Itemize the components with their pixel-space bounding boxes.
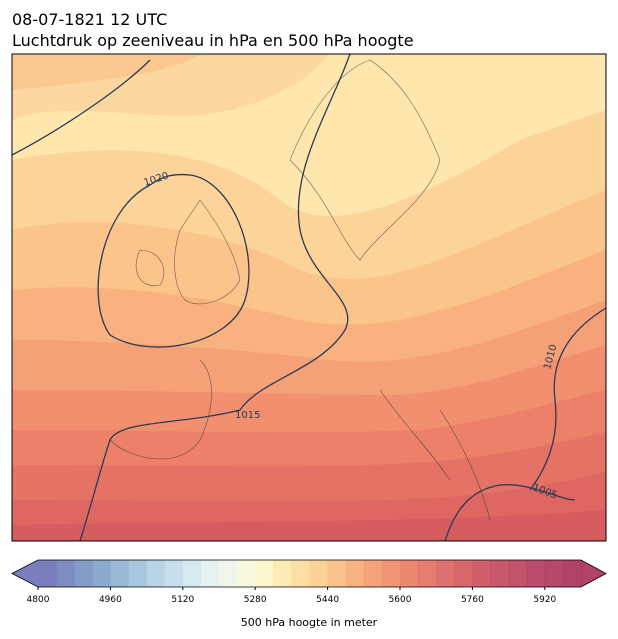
coastline xyxy=(109,359,212,460)
colorbar-segment xyxy=(74,560,93,587)
colorbar-segment xyxy=(309,560,329,587)
colorbar-segment xyxy=(381,560,401,587)
colorbar-segment xyxy=(182,560,202,587)
colorbar-tick-label: 5600 xyxy=(389,595,412,605)
band xyxy=(12,510,606,541)
colorbar-label: 500 hPa hoogte in meter xyxy=(241,616,378,629)
colorbar-segment xyxy=(562,560,582,587)
colorbar-tick-label: 4800 xyxy=(27,595,50,605)
colorbar-segment xyxy=(38,560,57,587)
isobar xyxy=(97,173,250,348)
colorbar-segment xyxy=(508,560,528,587)
coastlines xyxy=(109,59,491,521)
colorbar-tick-label: 5440 xyxy=(316,595,339,605)
colorbar-segment xyxy=(490,560,510,587)
coastline xyxy=(379,389,491,521)
colorbar-tick-label: 5120 xyxy=(171,595,194,605)
colorbar-segment xyxy=(526,560,546,587)
colorbar-segment xyxy=(110,560,129,587)
colorbar-tick-label: 5280 xyxy=(244,595,267,605)
colorbar-segment xyxy=(237,560,256,587)
date-title: 08-07-1821 12 UTC xyxy=(12,10,167,29)
band xyxy=(12,54,200,90)
map-title: Luchtdruk op zeeniveau in hPa en 500 hPa… xyxy=(12,31,414,50)
colorbar-segment xyxy=(472,560,491,587)
colorbar-segment xyxy=(255,560,274,587)
colorbar-segment xyxy=(146,560,166,587)
colorbar-segment xyxy=(418,560,437,587)
map: 1020 1015 1010 1005 xyxy=(12,54,606,541)
colorbar-segment xyxy=(291,560,310,587)
colorbar-segment xyxy=(400,560,419,587)
coastline xyxy=(289,59,441,261)
colorbar-segment xyxy=(345,560,365,587)
colorbar: 4800 4960 5120 5280 5440 5600 5760 5920 xyxy=(11,559,607,605)
colorbar-segment xyxy=(327,560,347,587)
colorbar-segment xyxy=(128,560,148,587)
map-frame xyxy=(11,53,607,542)
colorbar-segment xyxy=(219,560,238,587)
colorbar-segment xyxy=(454,560,473,587)
colorbar-segment xyxy=(200,560,220,587)
colorbar-extend xyxy=(12,560,38,587)
isobar xyxy=(12,59,151,156)
isobar xyxy=(529,307,606,491)
isobar-label: 1015 xyxy=(235,410,260,421)
colorbar-segment xyxy=(92,560,111,587)
colorbar-segment xyxy=(56,560,75,587)
colorbar-segment xyxy=(436,560,455,587)
colorbar-segment xyxy=(164,560,184,587)
colorbar-segment xyxy=(363,560,383,587)
isobar xyxy=(444,484,576,541)
colorbar-segment xyxy=(273,560,292,587)
colorbar-extend xyxy=(581,560,606,587)
colorbar-tick-label: 5920 xyxy=(533,595,556,605)
colorbar-segment xyxy=(544,560,564,587)
colorbar-tick-label: 4960 xyxy=(99,595,122,605)
colorbar-tick-label: 5760 xyxy=(461,595,484,605)
